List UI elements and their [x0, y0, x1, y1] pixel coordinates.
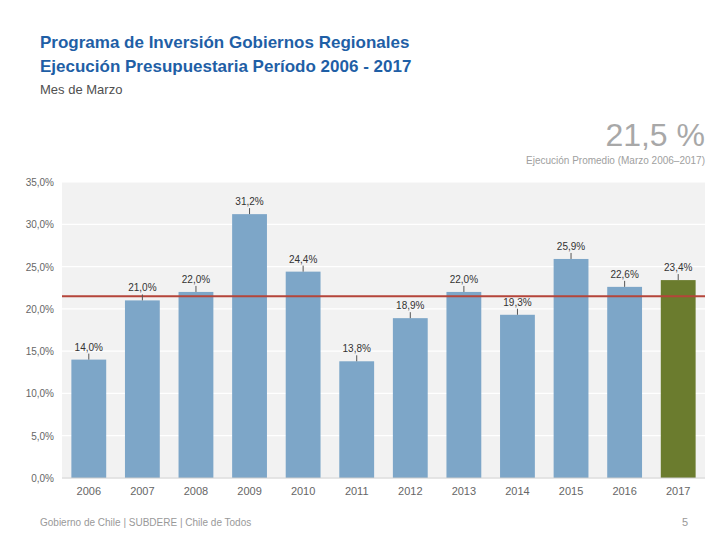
label-tick [410, 312, 411, 318]
page: {"chart_data": { "type": "bar", "title":… [0, 0, 720, 540]
plot-background [62, 182, 705, 478]
bar [500, 315, 535, 478]
bar [339, 361, 374, 478]
data-label: 23,4% [664, 262, 692, 273]
label-tick [624, 281, 625, 287]
chart: Programa de Inversión Gobiernos Regional… [0, 0, 720, 540]
data-label: 18,9% [396, 300, 424, 311]
x-tick-label: 2017 [666, 485, 690, 497]
y-tick-label: 10,0% [26, 388, 54, 399]
x-axis-line [62, 478, 705, 479]
label-tick [571, 253, 572, 259]
bar [554, 259, 589, 478]
label-tick [517, 309, 518, 315]
grid-line [62, 224, 705, 225]
grid-line [62, 477, 705, 478]
data-label: 31,2% [235, 196, 263, 207]
labels: 14,0% 21,0% 22,0% 31,2% 24,4% 13,8% 18,9% 22,0%… [75, 196, 693, 361]
y-tick-label: 15,0% [26, 346, 54, 357]
x-tick-label: 2011 [345, 485, 369, 497]
data-label: 13,8% [343, 343, 371, 354]
bar [607, 287, 642, 478]
bars [62, 214, 705, 478]
x-tick-label: 2009 [237, 485, 261, 497]
grid-line [62, 181, 705, 182]
average-caption: Ejecución Promedio (Marzo 2006–2017) [526, 155, 705, 166]
footer: Gobierno de Chile | SUBDERE | Chile de T… [40, 517, 251, 528]
data-label: 25,9% [557, 241, 585, 252]
x-tick-label: 2008 [184, 485, 208, 497]
data-label: 22,6% [610, 269, 638, 280]
y-tick-label: 35,0% [26, 177, 54, 188]
average-value: 21,5 % [605, 117, 705, 153]
subtitle: Mes de Marzo [40, 82, 122, 97]
bar [232, 214, 267, 478]
bar [125, 300, 160, 478]
label-tick [195, 286, 196, 292]
bar [446, 292, 481, 478]
x-tick-label: 2013 [452, 485, 476, 497]
page-number: 5 [682, 516, 688, 528]
data-label: 22,0% [182, 274, 210, 285]
x-tick-label: 2012 [398, 485, 422, 497]
label-tick [249, 208, 250, 214]
data-label: 24,4% [289, 254, 317, 265]
x-tick-label: 2014 [505, 485, 529, 497]
bar [71, 360, 106, 478]
x-tick-label: 2015 [559, 485, 583, 497]
data-label: 21,0% [128, 282, 156, 293]
label-tick [678, 274, 679, 280]
x-tick-label: 2006 [77, 485, 101, 497]
title: Ejecución Presupuestaria Período 2006 - … [40, 57, 411, 76]
y-tick-label: 20,0% [26, 304, 54, 315]
y-tick-label: 5,0% [31, 431, 54, 442]
x-tick-label: 2016 [612, 485, 636, 497]
bar [179, 292, 214, 478]
bar [393, 318, 428, 478]
y-tick-label: 25,0% [26, 262, 54, 273]
data-label: 22,0% [450, 274, 478, 285]
bar [661, 280, 696, 478]
grid-line [62, 266, 705, 267]
average-line [62, 295, 705, 297]
bar [286, 272, 321, 478]
y-tick-label: 30,0% [26, 219, 54, 230]
data-label: 14,0% [75, 342, 103, 353]
label-tick [463, 286, 464, 292]
label-tick [88, 354, 89, 360]
x-tick-label: 2010 [291, 485, 315, 497]
label-tick [303, 266, 304, 272]
x-tick-label: 2007 [130, 485, 154, 497]
data-label: 19,3% [503, 297, 531, 308]
y-tick-label: 0,0% [31, 473, 54, 484]
label-tick [142, 294, 143, 300]
label-tick [356, 355, 357, 361]
title: Programa de Inversión Gobiernos Regional… [40, 33, 409, 52]
